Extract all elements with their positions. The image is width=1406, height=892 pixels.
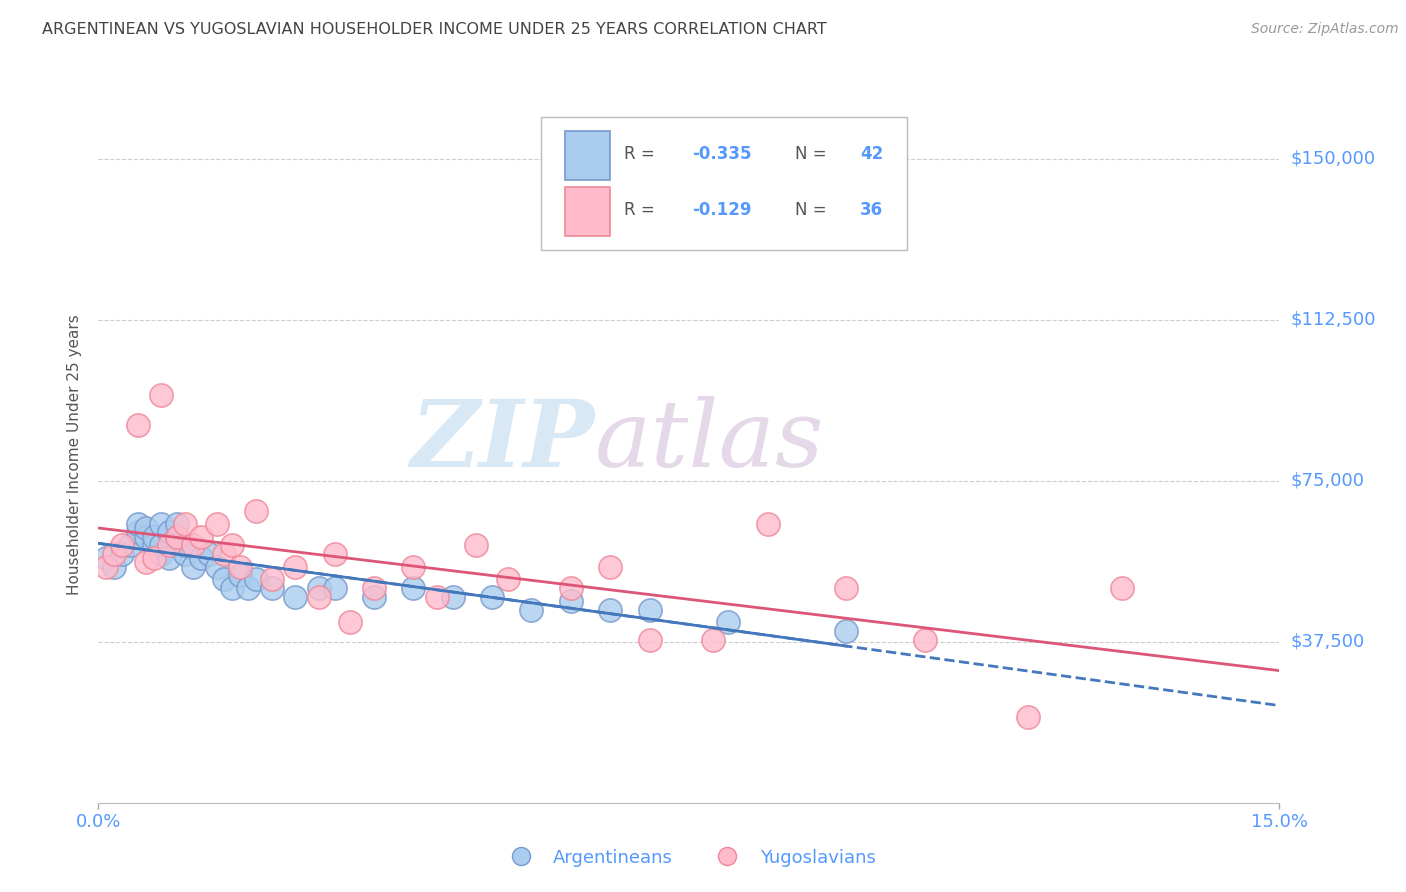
Point — [190, 529, 212, 543]
Point — [308, 581, 330, 595]
Text: ZIP: ZIP — [411, 396, 595, 486]
Point — [835, 624, 858, 638]
Point — [245, 573, 267, 587]
Point — [111, 547, 134, 561]
Point — [520, 602, 543, 616]
Point — [127, 417, 149, 432]
Point — [142, 538, 165, 552]
Point — [638, 602, 661, 616]
Text: N =: N = — [796, 201, 832, 219]
Point — [135, 529, 157, 543]
Text: $37,500: $37,500 — [1291, 632, 1365, 651]
Point — [284, 590, 307, 604]
Point — [142, 529, 165, 543]
Point — [150, 538, 173, 552]
Point — [174, 547, 197, 561]
Point — [166, 529, 188, 543]
Legend: Argentineans, Yugoslavians: Argentineans, Yugoslavians — [495, 841, 883, 874]
Point — [339, 615, 361, 630]
Point — [835, 581, 858, 595]
Point — [103, 559, 125, 574]
Point — [702, 632, 724, 647]
Point — [560, 594, 582, 608]
FancyBboxPatch shape — [541, 118, 907, 250]
Point — [260, 573, 283, 587]
Point — [441, 590, 464, 604]
Point — [914, 632, 936, 647]
Text: ARGENTINEAN VS YUGOSLAVIAN HOUSEHOLDER INCOME UNDER 25 YEARS CORRELATION CHART: ARGENTINEAN VS YUGOSLAVIAN HOUSEHOLDER I… — [42, 22, 827, 37]
Point — [135, 521, 157, 535]
Point — [481, 590, 503, 604]
Point — [236, 581, 259, 595]
Point — [150, 388, 173, 402]
Point — [1111, 581, 1133, 595]
Point — [135, 555, 157, 569]
Point — [245, 504, 267, 518]
Point — [150, 516, 173, 531]
Point — [229, 559, 252, 574]
Point — [214, 573, 236, 587]
Point — [221, 538, 243, 552]
Point — [426, 590, 449, 604]
Text: -0.335: -0.335 — [693, 145, 752, 163]
Point — [96, 551, 118, 566]
Point — [197, 547, 219, 561]
Point — [118, 538, 141, 552]
Point — [260, 581, 283, 595]
Point — [284, 559, 307, 574]
Point — [103, 547, 125, 561]
Point — [166, 529, 188, 543]
Point — [157, 538, 180, 552]
Text: atlas: atlas — [595, 396, 824, 486]
Point — [205, 559, 228, 574]
Text: 42: 42 — [860, 145, 883, 163]
Text: 36: 36 — [860, 201, 883, 219]
Point — [1017, 710, 1039, 724]
Bar — [565, 187, 610, 235]
Point — [150, 547, 173, 561]
Point — [174, 516, 197, 531]
Point — [127, 525, 149, 540]
Point — [96, 559, 118, 574]
Point — [190, 551, 212, 566]
Point — [229, 568, 252, 582]
Point — [323, 581, 346, 595]
Point — [496, 573, 519, 587]
Point — [181, 538, 204, 552]
Bar — [565, 131, 610, 180]
Text: $150,000: $150,000 — [1291, 150, 1375, 168]
Point — [166, 516, 188, 531]
Point — [756, 516, 779, 531]
Text: $75,000: $75,000 — [1291, 472, 1365, 490]
Point — [111, 538, 134, 552]
Text: $112,500: $112,500 — [1291, 310, 1376, 328]
Text: Source: ZipAtlas.com: Source: ZipAtlas.com — [1251, 22, 1399, 37]
Text: R =: R = — [624, 145, 659, 163]
Point — [221, 581, 243, 595]
Point — [157, 525, 180, 540]
Point — [363, 590, 385, 604]
Point — [717, 615, 740, 630]
Point — [142, 551, 165, 566]
Text: R =: R = — [624, 201, 659, 219]
Point — [181, 559, 204, 574]
Point — [465, 538, 488, 552]
Point — [157, 551, 180, 566]
Point — [363, 581, 385, 595]
Point — [560, 581, 582, 595]
Text: N =: N = — [796, 145, 832, 163]
Point — [599, 559, 621, 574]
Y-axis label: Householder Income Under 25 years: Householder Income Under 25 years — [67, 315, 83, 595]
Point — [402, 559, 425, 574]
Point — [402, 581, 425, 595]
Point — [174, 538, 197, 552]
Point — [308, 590, 330, 604]
Point — [323, 547, 346, 561]
Point — [127, 516, 149, 531]
Point — [638, 632, 661, 647]
Point — [214, 547, 236, 561]
Text: -0.129: -0.129 — [693, 201, 752, 219]
Point — [599, 602, 621, 616]
Point — [205, 516, 228, 531]
